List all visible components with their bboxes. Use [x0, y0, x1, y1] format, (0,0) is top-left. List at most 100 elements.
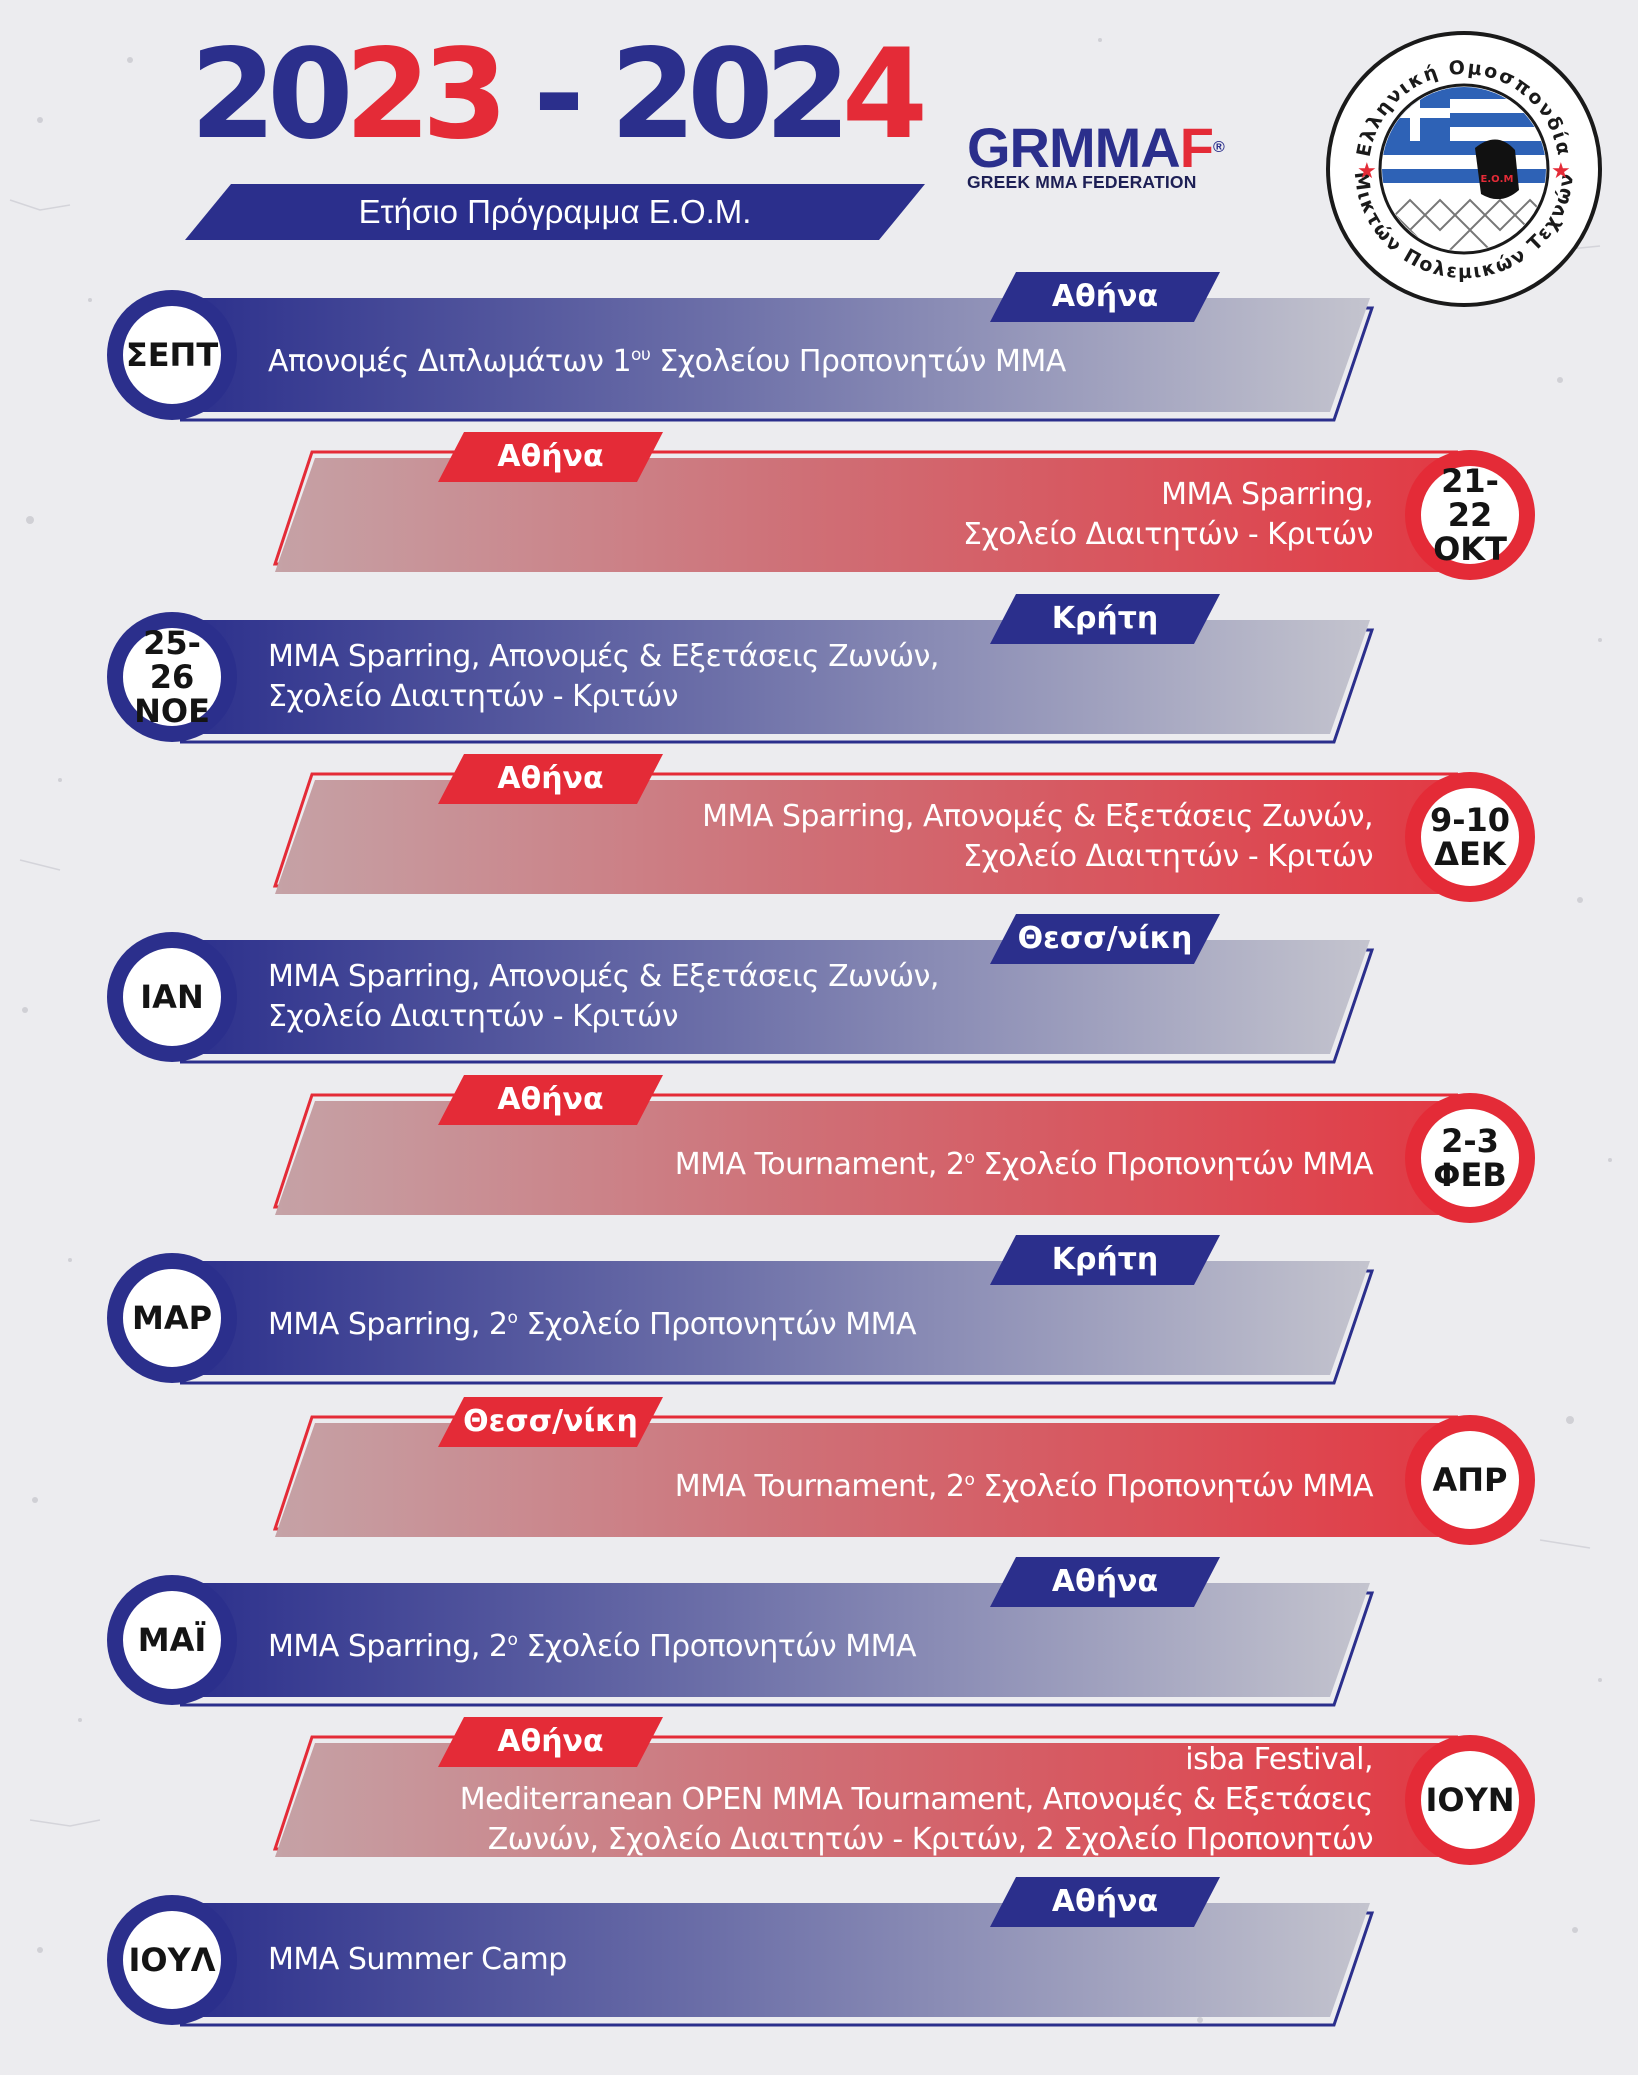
schedule-row: Αθήνα MMA Summer Camp ΙΟΥΛ [0, 1875, 1638, 2075]
event-text: isba Festival, [1185, 1742, 1373, 1777]
date-text: ΣΕΠΤ [125, 336, 219, 374]
date-text: ΙΑΝ [140, 978, 204, 1016]
event-line-1: MMA Sparring, 2ο Σχολείο Προπονητών MMA [268, 1620, 917, 1667]
event-text: Απονομές Διπλωμάτων 1 [268, 344, 632, 379]
event-description: MMA Sparring, Απονομές & Εξετάσεις Ζωνών… [702, 797, 1373, 877]
date-badge: ΙΑΝ [107, 932, 237, 1062]
event-text: MMA Sparring, Απονομές & Εξετάσεις Ζωνών… [268, 959, 939, 994]
location-tag: Αθήνα [438, 432, 663, 482]
event-description: Απονομές Διπλωμάτων 1ου Σχολείου Προπονη… [268, 335, 1066, 382]
event-text: Σχολείο Προπονητών MMA [517, 1629, 917, 1664]
date-badge: 9-10 ΔΕΚ [1405, 772, 1535, 902]
logo-registered-mark: ® [1212, 139, 1225, 156]
event-description: MMA Sparring, Σχολείο Διαιτητών - Κριτών [963, 475, 1373, 555]
event-text: MMA Sparring, Απονομές & Εξετάσεις Ζωνών… [268, 639, 939, 674]
month-text: ΝΟΕ [134, 692, 210, 730]
logo-gr-text: GRMMA [967, 116, 1181, 179]
page-title: 2023 - 2024 [190, 20, 928, 170]
date-badge: ΙΟΥΝ [1405, 1735, 1535, 1865]
location-tag: Αθήνα [990, 272, 1220, 322]
date-text: 25-26 [143, 624, 201, 696]
schedule-row: Θεσσ/νίκη MMA Sparring, Απονομές & Εξετάσ… [0, 912, 1638, 1112]
date-text: ΜΑΡ [131, 1299, 213, 1337]
date-text: ΙΟΥΝ [1425, 1781, 1515, 1819]
logo-f-text: F [1179, 116, 1214, 179]
svg-text:★: ★ [1357, 159, 1377, 184]
event-description: MMA Sparring, Απονομές & Εξετάσεις Ζωνών… [268, 637, 939, 717]
location-tag: Κρήτη [990, 594, 1220, 644]
schedule-row: Θεσσ/νίκη MMA Tournament, 2ο Σχολείο Προπ… [0, 1395, 1638, 1595]
event-text: Σχολείο Προπονητών MMA [974, 1469, 1373, 1504]
title-year-start-accent: 23 [344, 23, 509, 167]
location-tag: Αθήνα [990, 1877, 1220, 1927]
date-text: ΜΑΪ [137, 1621, 207, 1659]
event-text: Σχολείο Προπονητών MMA [517, 1307, 917, 1342]
title-year-start: 20 [190, 23, 354, 167]
title-year-end: 202 [609, 23, 851, 167]
event-line-1: Απονομές Διπλωμάτων 1ου Σχολείου Προπονη… [268, 335, 1066, 382]
date-badge: 21-22 ΟΚΤ [1405, 450, 1535, 580]
subtitle-banner [185, 184, 925, 240]
grmmaf-logo: GRMMAF® GREEK MMA FEDERATION [967, 118, 1297, 208]
month-text: ΦΕΒ [1433, 1156, 1507, 1194]
schedule-row: Αθήνα MMA Sparring, Απονομές & Εξετάσεις … [0, 752, 1638, 952]
schedule-row: Αθήνα MMA Tournament, 2ο Σχολείο Προπονητ… [0, 1073, 1638, 1273]
federation-seal-icon: Ε.Ο.Μ Ελληνική Ομοσπονδία Μικτών Πολεμικ… [1326, 31, 1602, 307]
date-text: ΙΟΥΛ [128, 1941, 216, 1979]
event-line-2: Σχολείο Διαιτητών - Κριτών [963, 839, 1373, 874]
event-text: MMA Sparring, [1161, 477, 1373, 512]
event-line-2: Σχολείο Διαιτητών - Κριτών [268, 679, 678, 714]
title-year-end-accent: 4 [841, 23, 928, 167]
event-superscript: ο [964, 1148, 975, 1168]
date-badge: 25-26 ΝΟΕ [107, 612, 237, 742]
date-badge: 2-3 ΦΕΒ [1405, 1093, 1535, 1223]
event-line-1: MMA Sparring, [963, 475, 1373, 515]
svg-text:★: ★ [1551, 159, 1571, 184]
event-line-1: MMA Tournament, 2ο Σχολείο Προπονητών MM… [674, 1460, 1374, 1507]
event-text: Σχολείο Προπονητών MMA [974, 1147, 1373, 1182]
month-text: ΔΕΚ [1434, 835, 1506, 873]
event-text: MMA Sparring, 2 [268, 1307, 508, 1342]
event-text: MMA Sparring, Απονομές & Εξετάσεις Ζωνών… [702, 799, 1373, 834]
event-description: MMA Sparring, Απονομές & Εξετάσεις Ζωνών… [268, 957, 939, 1037]
date-text: 9-10 [1429, 801, 1511, 839]
event-superscript: ο [507, 1308, 518, 1328]
location-tag: Αθήνα [438, 754, 663, 804]
event-line-2: Mediterranean OPEN MMA Tournament, Απονο… [459, 1782, 1374, 1817]
date-badge: ΣΕΠΤ [107, 290, 237, 420]
location-tag: Αθήνα [990, 1557, 1220, 1607]
event-line-2: Σχολείο Διαιτητών - Κριτών [963, 517, 1373, 552]
location-tag: Θεσσ/νίκη [990, 914, 1220, 964]
event-description: MMA Tournament, 2ο Σχολείο Προπονητών MM… [675, 1138, 1374, 1185]
event-line-1: MMA Sparring, Απονομές & Εξετάσεις Ζωνών… [702, 797, 1373, 837]
event-description: MMA Sparring, 2ο Σχολείο Προπονητών MMA [268, 1298, 917, 1345]
location-tag: Κρήτη [990, 1235, 1220, 1285]
date-badge: ΑΠΡ [1405, 1415, 1535, 1545]
event-text: MMA Sparring, 2 [268, 1629, 508, 1664]
event-line-2: Σχολείο Διαιτητών - Κριτών [268, 999, 678, 1034]
schedule-row: Κρήτη MMA Sparring, 2ο Σχολείο Προπονητών… [0, 1233, 1638, 1433]
event-description: MMA Summer Camp [268, 1940, 567, 1980]
date-text: 21-22 [1441, 462, 1499, 534]
location-tag: Αθήνα [438, 1717, 663, 1767]
event-line-1: MMA Sparring, Απονομές & Εξετάσεις Ζωνών… [268, 957, 939, 997]
schedule-row: Αθήνα MMA Sparring, 2ο Σχολείο Προπονητών… [0, 1555, 1638, 1755]
event-superscript: ο [507, 1630, 518, 1650]
schedule-row: Αθήνα isba Festival, Mediterranean OPEN MM… [0, 1715, 1638, 1915]
schedule-row: Αθήνα Απονομές Διπλωμάτων 1ου Σχολείου Πρ… [0, 270, 1638, 470]
event-line-1: MMA Sparring, Απονομές & Εξετάσεις Ζωνών… [268, 637, 939, 677]
event-superscript: ου [631, 345, 651, 365]
event-description: MMA Tournament, 2ο Σχολείο Προπονητών MM… [674, 1460, 1374, 1507]
event-line-1: MMA Summer Camp [268, 1940, 567, 1980]
seal-mark: Ε.Ο.Μ [1481, 174, 1514, 185]
event-line-1: isba Festival, [460, 1740, 1373, 1780]
event-line-1: MMA Tournament, 2ο Σχολείο Προπονητών MM… [675, 1138, 1374, 1185]
location-tag: Αθήνα [438, 1075, 663, 1125]
date-text: 2-3 [1441, 1122, 1499, 1160]
subtitle: Ετήσιο Πρόγραμμα Ε.Ο.Μ. [358, 193, 752, 230]
month-text: ΟΚΤ [1433, 530, 1507, 568]
location-tag: Θεσσ/νίκη [438, 1397, 663, 1447]
event-text: MMA Tournament, 2 [674, 1469, 965, 1504]
date-text: ΑΠΡ [1432, 1461, 1508, 1499]
event-description: MMA Sparring, 2ο Σχολείο Προπονητών MMA [268, 1620, 917, 1667]
